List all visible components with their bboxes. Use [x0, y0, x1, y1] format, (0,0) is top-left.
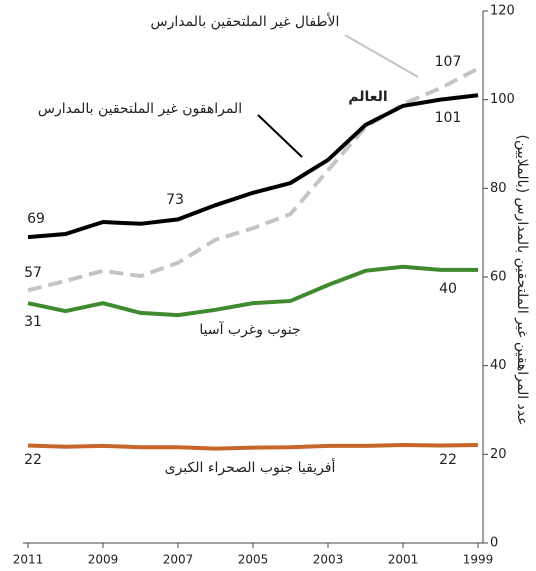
y-tick-label: 20 — [490, 447, 507, 462]
y-axis-label: عدد المراهقين غير الملتحقين بالمدارس (با… — [514, 135, 530, 426]
pointer — [344, 34, 419, 78]
series-line — [27, 93, 479, 240]
y-tick-label: 0 — [490, 536, 498, 551]
value-label: 107 — [435, 54, 462, 70]
x-tick-label: 2011 — [13, 553, 44, 567]
value-label: 57 — [24, 265, 42, 281]
series-label: جنوب وغرب آسيا — [199, 321, 300, 338]
x-tick-label: 1999 — [463, 553, 494, 567]
value-label: 101 — [435, 110, 462, 126]
world-label: العالم — [348, 89, 387, 105]
x-tick-label: 2007 — [163, 553, 194, 567]
x-tick-label: 2001 — [388, 553, 419, 567]
y-tick-label: 60 — [490, 270, 507, 285]
series-label: المراهقون غير الملتحقين بالمدارس — [38, 101, 242, 117]
annotation: 31 — [24, 314, 42, 330]
x-tick-label: 2009 — [88, 553, 119, 567]
x-tick-label: 2003 — [313, 553, 344, 567]
value-label: 22 — [439, 452, 457, 468]
annotation: 40 — [439, 281, 457, 297]
value-label: 22 — [24, 452, 42, 468]
series-line — [27, 443, 479, 451]
x-tick-label: 2005 — [238, 553, 269, 567]
y-tick-label: 80 — [490, 181, 507, 196]
y-tick-label: 120 — [490, 4, 515, 19]
series-line — [27, 264, 478, 318]
series-label: الأطفال غير الملتحقين بالمدارس — [151, 12, 340, 30]
value-label: 69 — [27, 211, 45, 227]
series-line — [27, 66, 479, 293]
y-tick-label: 40 — [490, 358, 507, 373]
series-label: أفريقيا جنوب الصحراء الكبرى — [165, 458, 336, 476]
pointer — [257, 114, 303, 158]
value-label: 73 — [166, 192, 184, 208]
y-tick-label: 100 — [490, 92, 515, 107]
